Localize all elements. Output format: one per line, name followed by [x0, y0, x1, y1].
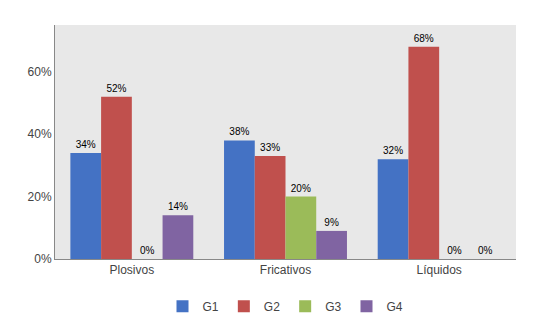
svg-text:20%: 20% [291, 183, 311, 194]
svg-text:68%: 68% [414, 33, 434, 44]
svg-text:14%: 14% [168, 201, 188, 212]
svg-text:0%: 0% [34, 252, 52, 266]
svg-text:Líquidos: Líquidos [416, 263, 461, 277]
svg-text:52%: 52% [106, 83, 126, 94]
svg-text:20%: 20% [28, 190, 52, 204]
svg-text:0%: 0% [447, 245, 462, 256]
svg-text:34%: 34% [76, 139, 96, 150]
svg-text:0%: 0% [140, 245, 155, 256]
svg-text:G1: G1 [203, 300, 219, 314]
svg-text:40%: 40% [28, 127, 52, 141]
svg-text:G2: G2 [264, 300, 280, 314]
svg-text:G4: G4 [387, 300, 403, 314]
svg-text:Fricativos: Fricativos [260, 263, 311, 277]
svg-text:60%: 60% [28, 65, 52, 79]
svg-text:G3: G3 [325, 300, 341, 314]
svg-text:Plosivos: Plosivos [109, 263, 154, 277]
svg-text:32%: 32% [383, 145, 403, 156]
svg-text:33%: 33% [260, 142, 280, 153]
svg-text:38%: 38% [229, 126, 249, 137]
svg-text:9%: 9% [324, 217, 339, 228]
svg-text:0%: 0% [478, 245, 493, 256]
